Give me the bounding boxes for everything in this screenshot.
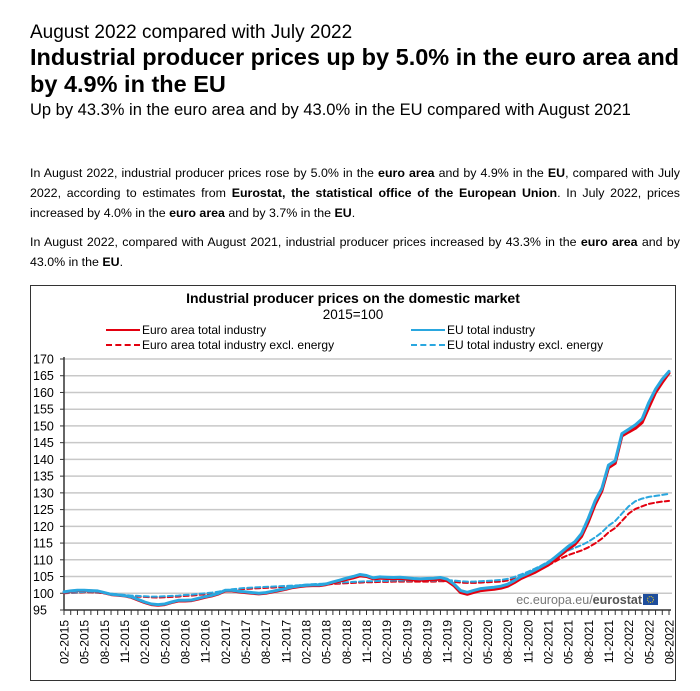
x-tick-label: 02-2018 [300, 620, 314, 664]
y-tick-label: 150 [33, 419, 54, 433]
y-tick-label: 120 [33, 520, 54, 534]
x-tick-label: 05-2016 [158, 620, 172, 664]
y-tick-label: 105 [33, 570, 54, 584]
x-tick-label: 02-2017 [219, 620, 233, 664]
y-tick-label: 170 [33, 353, 54, 367]
x-tick-label: 05-2018 [320, 620, 334, 664]
x-tick-label: 02-2019 [380, 620, 394, 664]
legend-label: EU total industry [447, 323, 536, 337]
chart-container: Industrial producer prices on the domest… [30, 285, 677, 681]
chart-title: Industrial producer prices on the domest… [186, 290, 520, 306]
legend-item-eu-excl-energy: EU total industry excl. energy [411, 338, 603, 352]
x-tick-label: 11-2020 [521, 620, 535, 663]
source-domain: ec.europa.eu/ [516, 593, 593, 607]
paragraph-monthly-run: and by 4.9% in the [434, 166, 548, 180]
chart-subtitle: 2015=100 [322, 307, 384, 322]
legend-label: EU total industry excl. energy [447, 338, 604, 352]
paragraph-annual-run: and by 43.0% in the [30, 235, 680, 269]
x-tick-label: 05-2020 [481, 620, 495, 664]
x-tick-label: 08-2015 [98, 620, 112, 664]
source-brand: eurostat [593, 593, 643, 607]
x-tick-label: 05-2015 [78, 620, 92, 664]
paragraph-monthly-run: euro area [378, 166, 435, 180]
x-tick-label: 02-2020 [461, 620, 475, 664]
legend-swatch-dashed-red [106, 344, 140, 346]
release-headline: Industrial producer prices up by 5.0% in… [30, 44, 680, 97]
y-tick-label: 140 [33, 453, 54, 467]
paragraph-annual-run: . [119, 255, 124, 269]
y-tick-label: 95 [33, 604, 47, 618]
y-tick-label: 110 [33, 553, 53, 567]
x-tick-label: 08-2018 [340, 620, 354, 664]
legend-item-euro-area: Euro area total industry [106, 323, 266, 337]
y-tick-label: 125 [33, 503, 54, 517]
paragraph-monthly-run: , compared with July 2022, according to … [30, 166, 680, 200]
x-tick-label: 02-2022 [622, 620, 636, 664]
x-tick-label: 08-2020 [501, 620, 515, 664]
x-tick-label: 02-2021 [542, 620, 556, 664]
paragraph-monthly: In August 2022, industrial producer pric… [30, 163, 680, 223]
x-tick-label: 11-2015 [118, 620, 132, 663]
legend-item-eu: EU total industry [411, 323, 535, 337]
y-tick-label: 145 [33, 436, 54, 450]
series-line-eu-total-industry [62, 369, 671, 607]
x-tick-label: 08-2019 [421, 620, 435, 664]
legend-item-euro-area-excl-energy: Euro area total industry excl. energy [106, 338, 334, 352]
x-tick-label: 05-2021 [562, 620, 576, 664]
eu-flag-icon [643, 594, 658, 605]
x-tick-label: 05-2022 [642, 620, 656, 664]
x-tick-label: 02-2015 [58, 620, 72, 664]
x-tick-label: 08-2017 [259, 620, 273, 664]
x-tick-label: 11-2021 [602, 620, 616, 663]
x-tick-label: 08-2016 [179, 620, 193, 664]
series-line-euro-area-total-industry [62, 371, 671, 607]
paragraph-annual: In August 2022, compared with August 202… [30, 232, 680, 272]
paragraph-monthly-run: In August 2022, industrial producer pric… [30, 166, 379, 180]
paragraph-annual-run: In August 2022, compared with August 202… [30, 235, 581, 249]
eu-stars-icon [647, 596, 654, 603]
x-tick-label: 02-2016 [138, 620, 152, 664]
x-tick-label: 11-2019 [441, 620, 455, 663]
y-tick-label: 165 [33, 369, 54, 383]
paragraph-monthly-run: . In July 2022, prices increased by 4.0%… [30, 186, 681, 220]
y-tick-label: 160 [33, 386, 54, 400]
legend-label: Euro area total industry [142, 323, 267, 337]
paragraph-monthly-run: and by 3.7% in the [224, 206, 335, 220]
x-tick-label: 11-2018 [360, 620, 374, 663]
legend-swatch-solid-red [106, 329, 140, 331]
x-tick-label: 05-2019 [400, 620, 414, 664]
y-tick-label: 130 [33, 486, 54, 500]
x-tick-label: 08-2022 [663, 620, 677, 664]
paragraph-monthly-run: euro area [169, 206, 225, 220]
legend-swatch-solid-blue [411, 329, 445, 331]
paragraph-annual-run: euro area [580, 235, 638, 249]
release-subtitle: August 2022 compared with July 2022 [30, 22, 353, 43]
source-text: ec.europa.eu/eurostat [516, 593, 643, 607]
y-tick-label: 100 [33, 587, 54, 601]
paragraph-monthly-run: EU [334, 206, 352, 220]
paragraph-monthly-run: . [351, 206, 356, 220]
paragraph-monthly-run: EU [547, 166, 566, 180]
series-line-euro-area-total-industry-excl-energy [63, 499, 670, 599]
y-tick-label: 155 [33, 403, 54, 417]
x-tick-label: 05-2017 [239, 620, 253, 664]
paragraph-monthly-run: Eurostat, the statistical office of the … [231, 186, 558, 200]
legend-label: Euro area total industry excl. energy [142, 338, 335, 352]
x-tick-label: 11-2016 [199, 620, 213, 663]
y-tick-label: 115 [33, 537, 53, 551]
release-subhead: Up by 43.3% in the euro area and by 43.0… [30, 101, 631, 119]
x-tick-label: 08-2021 [582, 620, 596, 664]
x-tick-label: 11-2017 [279, 620, 293, 663]
legend-swatch-dashed-blue [411, 344, 445, 346]
paragraph-annual-run: EU [102, 255, 120, 269]
y-tick-label: 135 [33, 470, 54, 484]
line-chart: 95 100 105 110 115 120 125 130 135 140 145 150 155 16… [33, 353, 677, 665]
